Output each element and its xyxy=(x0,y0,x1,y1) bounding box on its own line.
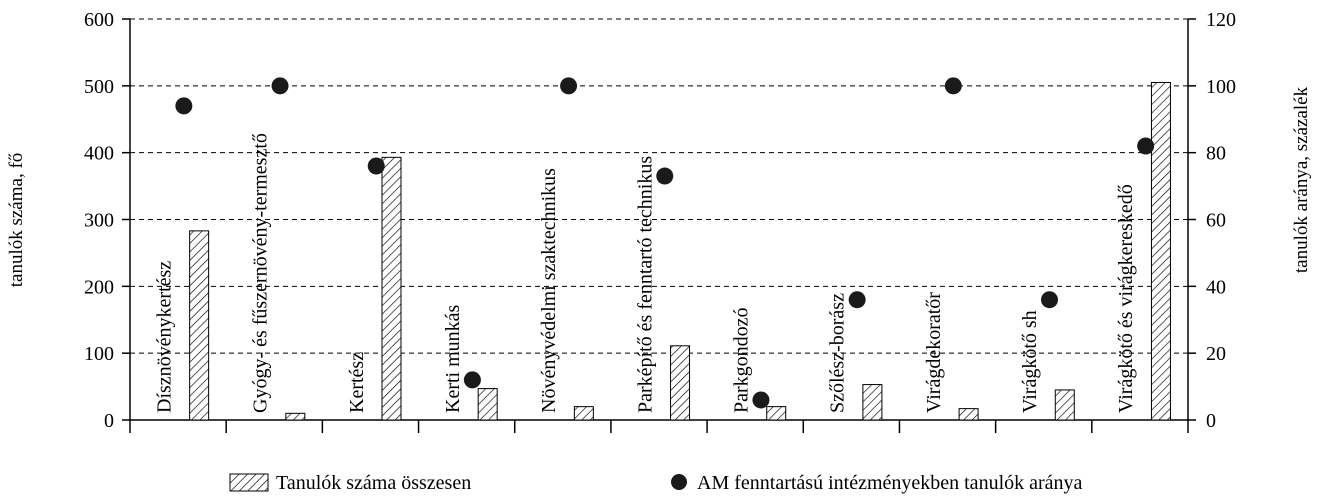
legend-bar-swatch xyxy=(229,473,269,492)
axes xyxy=(122,18,1196,433)
y-tick-label-left: 100 xyxy=(84,343,114,365)
y-tick-label-right: 100 xyxy=(1206,76,1236,98)
dot xyxy=(367,157,385,175)
category-label: Dísznövénykertész xyxy=(153,261,175,413)
category-label: Virágkötő és virágkereskedő xyxy=(1115,184,1137,413)
dot xyxy=(1137,137,1155,155)
category-label: Parkgondozó xyxy=(730,307,752,413)
y-tick-label-right: 120 xyxy=(1206,9,1236,31)
bar xyxy=(766,406,787,421)
y-tick-label-right: 60 xyxy=(1206,210,1226,232)
bar xyxy=(1150,81,1171,421)
legend-bar-label: Tanulók száma összesen xyxy=(276,472,471,494)
bar xyxy=(1054,389,1075,421)
category-label: Virágkötő sh xyxy=(1019,310,1041,413)
y-tick-label-left: 0 xyxy=(104,410,114,432)
y-axis-label-right: tanulók aránya, százalék xyxy=(1291,86,1312,273)
y-tick-label-left: 200 xyxy=(84,276,114,298)
category-label: Virágdekoratőr xyxy=(923,292,945,413)
y-tick-label-right: 20 xyxy=(1206,343,1226,365)
dot xyxy=(463,371,481,389)
category-label: Kerti munkás xyxy=(442,304,464,413)
y-axis-label-left: tanulók száma, fő xyxy=(6,153,27,288)
bar xyxy=(477,388,498,421)
y-tick-label-right: 0 xyxy=(1206,410,1216,432)
dot xyxy=(1040,291,1058,309)
y-tick-label-left: 400 xyxy=(84,143,114,165)
tick-labels: 0 100 200 300 400 500 600 0 20 40 60 80 100 120 xyxy=(84,9,1236,432)
bar xyxy=(285,412,306,421)
dot xyxy=(752,391,770,409)
dot-series xyxy=(175,77,1155,409)
y-tick-label-left: 600 xyxy=(84,9,114,31)
dot xyxy=(271,77,289,95)
gridlines xyxy=(130,18,1188,354)
legend-dot-label: AM fenntartású intézményekben tanulók ar… xyxy=(697,472,1083,494)
dot xyxy=(656,167,674,185)
y-tick-label-left: 500 xyxy=(84,76,114,98)
y-tick-label-right: 80 xyxy=(1206,143,1226,165)
dot xyxy=(848,291,866,309)
dot xyxy=(944,77,962,95)
legend: Tanulók száma összesen AM fenntartású in… xyxy=(229,472,1083,494)
bar xyxy=(670,345,691,421)
category-label: Kertész xyxy=(346,352,368,413)
dot xyxy=(175,97,193,115)
legend-dot-swatch xyxy=(671,474,687,490)
category-label: Parképítő és fenntartó technikus xyxy=(634,156,656,413)
category-labels: Dísznövénykertész Gyógy- és fűszernövény-… xyxy=(153,133,1137,413)
bar xyxy=(189,230,210,421)
category-label: Gyógy- és fűszernövény-termesztő xyxy=(250,133,272,413)
dot xyxy=(560,77,578,95)
y-tick-label-right: 40 xyxy=(1206,276,1226,298)
bar xyxy=(573,406,594,421)
category-label: Növényvédelmi szaktechnikus xyxy=(538,168,560,413)
bar-series xyxy=(189,81,1171,421)
y-tick-label-left: 300 xyxy=(84,210,114,232)
bar xyxy=(381,156,402,421)
bar xyxy=(862,384,883,421)
category-label: Szőlész-borász xyxy=(827,293,849,413)
bar xyxy=(958,408,979,421)
